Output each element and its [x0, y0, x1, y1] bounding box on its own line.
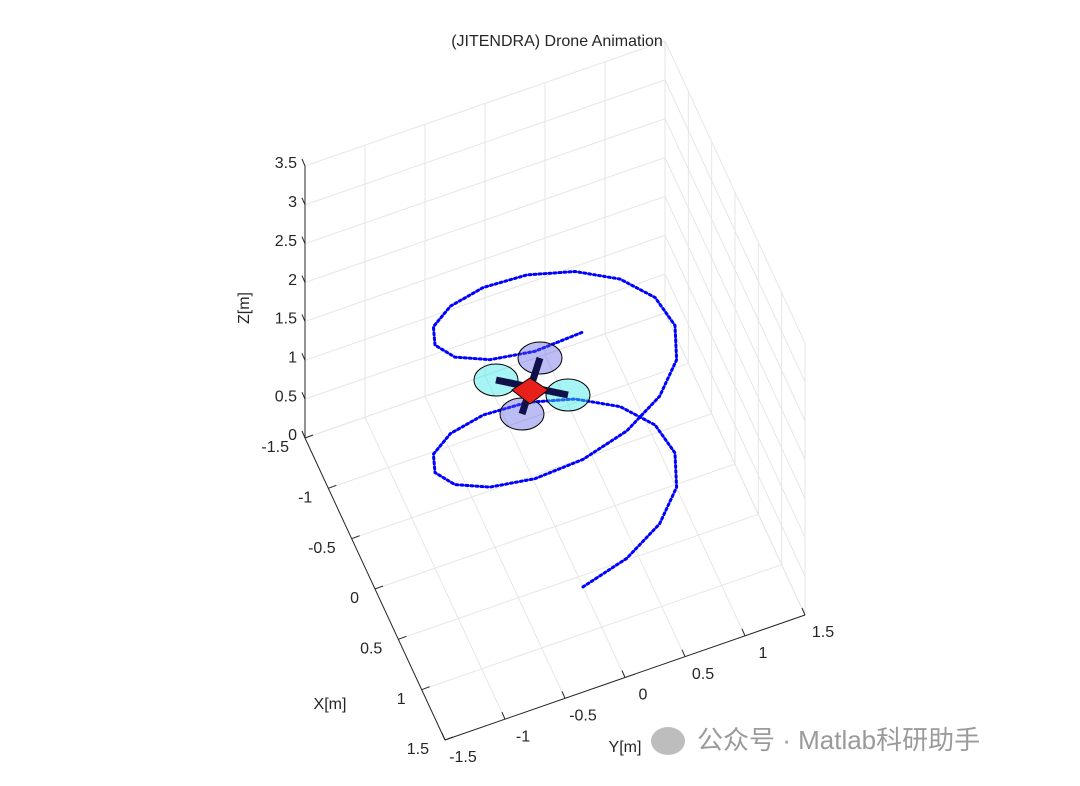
tick-mark — [741, 628, 746, 637]
grid-line — [664, 273, 806, 577]
grid-line — [304, 40, 666, 167]
z-tick-label: 1 — [288, 350, 297, 367]
tick-mark — [621, 670, 626, 678]
chart-title: (JITENDRA) Drone Animation — [451, 33, 663, 50]
y-tick-label: -1.5 — [449, 749, 477, 766]
grid-line — [664, 118, 806, 421]
grid-line — [304, 195, 666, 322]
grid-line — [484, 375, 626, 678]
tick-mark — [801, 607, 806, 616]
drone — [473, 341, 591, 431]
tick-mark — [501, 711, 506, 720]
tick-mark — [444, 736, 454, 741]
tick-mark — [301, 275, 306, 283]
grid-line — [304, 234, 666, 361]
grid-line — [664, 312, 806, 616]
tick-mark — [681, 649, 686, 657]
z-tick-label: 3.5 — [275, 155, 297, 172]
y-tick-label: 0.5 — [692, 666, 714, 683]
z-tick-label: 2.5 — [275, 233, 297, 250]
watermark-icon — [651, 727, 685, 755]
helix-line — [431, 269, 679, 589]
x-tick-label: 0 — [350, 590, 359, 607]
grid-line — [304, 79, 666, 206]
tick-mark — [301, 236, 306, 244]
grid-line — [304, 312, 666, 439]
grid-line — [364, 416, 506, 720]
plot — [431, 269, 679, 589]
z-tick-label: 1.5 — [275, 311, 297, 328]
y-tick-label: -1 — [516, 728, 530, 745]
tick-mark — [328, 484, 337, 489]
grid-line — [304, 118, 666, 245]
grid-line — [424, 396, 566, 699]
tick-mark — [301, 197, 306, 206]
x-tick-label: 0.5 — [360, 641, 382, 658]
x-tick-label: 1.5 — [407, 741, 429, 758]
watermark-text: 公众号 · Matlab科研助手 — [697, 725, 980, 755]
tick-mark — [304, 434, 314, 439]
z-tick-label: 3 — [288, 194, 297, 211]
grid-line — [664, 157, 806, 460]
grid-line — [304, 273, 666, 400]
grid-line — [664, 235, 806, 538]
z-axis-label: Z[m] — [236, 292, 253, 324]
z-tick-label: 0 — [288, 427, 297, 444]
tick-mark — [301, 430, 306, 439]
grid-line — [604, 333, 746, 637]
tick-mark — [301, 353, 306, 361]
y-tick-label: -0.5 — [569, 708, 597, 725]
grid-line — [544, 354, 686, 657]
grid-line — [304, 157, 666, 284]
x-tick-label: 1 — [397, 691, 406, 708]
x-tick-label: -0.5 — [308, 540, 336, 557]
tick-mark — [441, 732, 446, 741]
tick-mark — [301, 314, 306, 322]
tick-mark — [421, 686, 430, 691]
drone-body — [511, 377, 549, 405]
tick-mark — [301, 158, 306, 167]
grid-line — [664, 40, 806, 344]
x-tick-label: -1.5 — [261, 439, 289, 456]
y-axis-label: Y[m] — [609, 739, 642, 756]
tick-mark — [561, 691, 566, 699]
y-tick-label: 0 — [639, 687, 648, 704]
tick-mark — [351, 535, 360, 540]
tick-mark — [301, 391, 306, 400]
grid-line — [664, 79, 806, 383]
z-tick-label: 2 — [288, 272, 297, 289]
z-tick-label: 0.5 — [275, 388, 297, 405]
grid-line — [664, 196, 806, 499]
y-tick-label: 1.5 — [812, 624, 834, 641]
x-axis-label: X[m] — [314, 696, 347, 713]
x-tick-label: -1 — [298, 490, 312, 507]
tick-mark — [398, 635, 407, 640]
tick-mark — [374, 585, 384, 590]
grid: -1.5 -1 -0.5 0 0.5 1 1.5 -1.5 -1 -0.5 0 0.5 1 1.5 0 0.5… — [261, 40, 834, 766]
watermark: 公众号 · Matlab科研助手 — [651, 725, 980, 755]
y-tick-label: 1 — [759, 645, 768, 662]
